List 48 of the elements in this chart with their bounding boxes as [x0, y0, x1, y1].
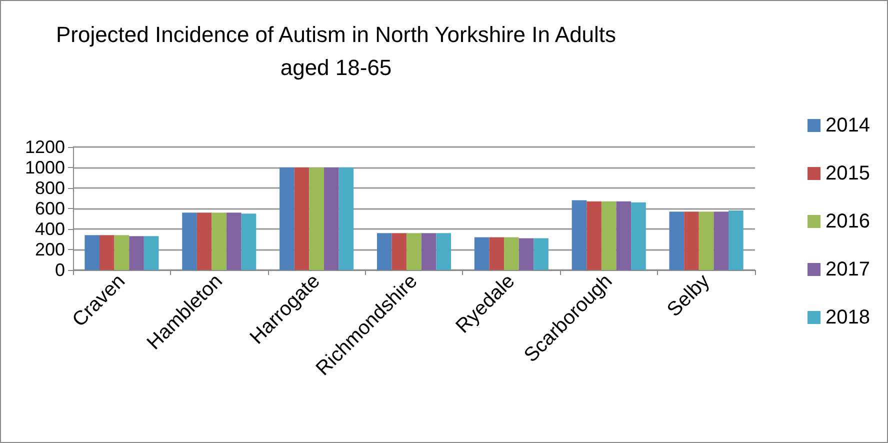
bar	[421, 233, 436, 270]
y-tick-label: 800	[34, 178, 65, 198]
bar	[616, 201, 632, 270]
legend-label: 2017	[826, 258, 870, 280]
bar	[601, 201, 616, 270]
y-tick-label: 600	[34, 198, 65, 218]
legend-label: 2018	[826, 306, 870, 328]
bar	[436, 233, 452, 270]
y-tick-label: 200	[34, 240, 65, 260]
bar	[294, 168, 310, 270]
bar	[392, 233, 407, 270]
y-tick-label: 400	[34, 219, 65, 239]
bar	[338, 168, 354, 270]
bar	[241, 214, 256, 270]
bar	[196, 212, 212, 270]
bar	[280, 168, 294, 270]
bar	[129, 236, 144, 270]
bar	[324, 168, 339, 270]
bar	[182, 212, 197, 270]
bar	[144, 236, 159, 270]
chart-title: Projected Incidence of Autism in North Yorkshire In Adults aged 18-65	[56, 22, 616, 80]
bar	[534, 238, 548, 270]
legend-label: 2015	[826, 162, 870, 184]
y-tick-label: 1000	[24, 158, 65, 178]
bar	[518, 238, 534, 270]
bar	[586, 201, 602, 270]
bar	[406, 233, 422, 270]
bar	[114, 235, 130, 270]
bar	[376, 233, 392, 270]
bar	[684, 212, 699, 270]
bar	[728, 210, 744, 270]
legend-label: 2014	[826, 114, 870, 136]
bar	[504, 237, 519, 270]
bar	[84, 235, 100, 270]
bar	[572, 200, 587, 270]
bar	[698, 212, 714, 270]
y-tick-label: 1200	[24, 137, 65, 157]
y-tick-label: 0	[54, 260, 65, 280]
bar	[474, 237, 490, 270]
bar	[100, 235, 114, 270]
bar	[669, 212, 684, 270]
bar	[714, 212, 728, 270]
bar	[212, 212, 227, 270]
bar	[309, 168, 324, 270]
bar	[226, 212, 242, 270]
bar	[489, 237, 504, 270]
legend-label: 2016	[826, 210, 870, 232]
bar	[631, 202, 646, 270]
